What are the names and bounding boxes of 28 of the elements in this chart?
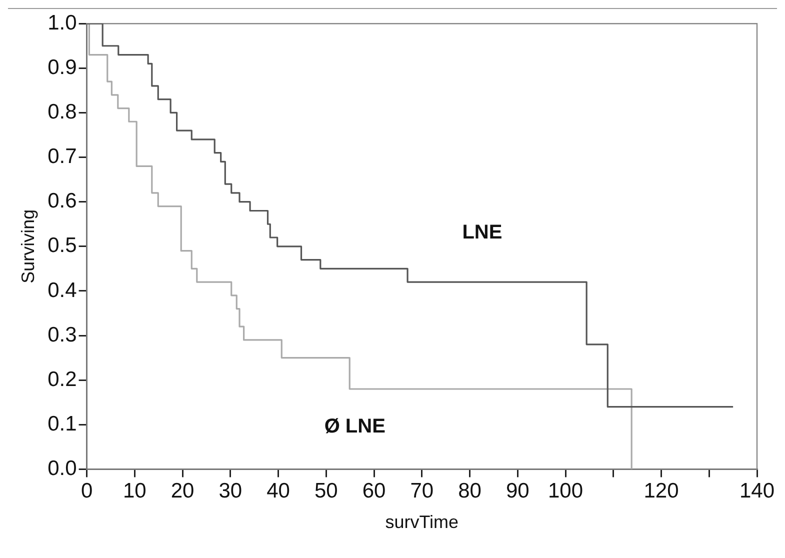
y-tick-label: 0.9 <box>48 56 77 79</box>
x-axis-title: survTime <box>385 512 459 532</box>
x-tick-label: 120 <box>644 480 679 503</box>
x-tick-label: 10 <box>122 480 146 503</box>
y-tick-label: 0.6 <box>48 190 77 213</box>
x-tick-label: 60 <box>362 480 386 503</box>
y-tick-label: 1.0 <box>48 11 77 34</box>
y-tick-label: 0.4 <box>48 278 78 302</box>
x-tick-label: 20 <box>170 480 194 503</box>
x-tick-label: 90 <box>506 480 530 503</box>
y-tick-label: 0.3 <box>48 323 77 346</box>
y-tick-label: 0.1 <box>48 412 77 436</box>
x-tick-label: 80 <box>458 480 482 503</box>
x-tick-label: 70 <box>410 480 434 503</box>
y-tick-label: 0.7 <box>48 145 77 168</box>
x-tick-label: 30 <box>218 480 242 503</box>
y-tick-label: 0.5 <box>48 234 77 258</box>
x-tick-label: 140 <box>739 480 775 503</box>
x-tick-label: 50 <box>314 480 338 503</box>
y-axis-title: Surviving <box>18 209 38 284</box>
x-tick-label: 0 <box>80 480 93 503</box>
x-tick-label: 100 <box>548 480 584 503</box>
x-tick-label: 40 <box>266 480 290 503</box>
series-label: LNE <box>462 222 502 244</box>
series-label: Ø LNE <box>324 415 386 438</box>
y-tick-label: 0.8 <box>48 100 77 124</box>
y-tick-label: 0.2 <box>48 368 77 391</box>
y-tick-label: 0.0 <box>48 456 77 480</box>
